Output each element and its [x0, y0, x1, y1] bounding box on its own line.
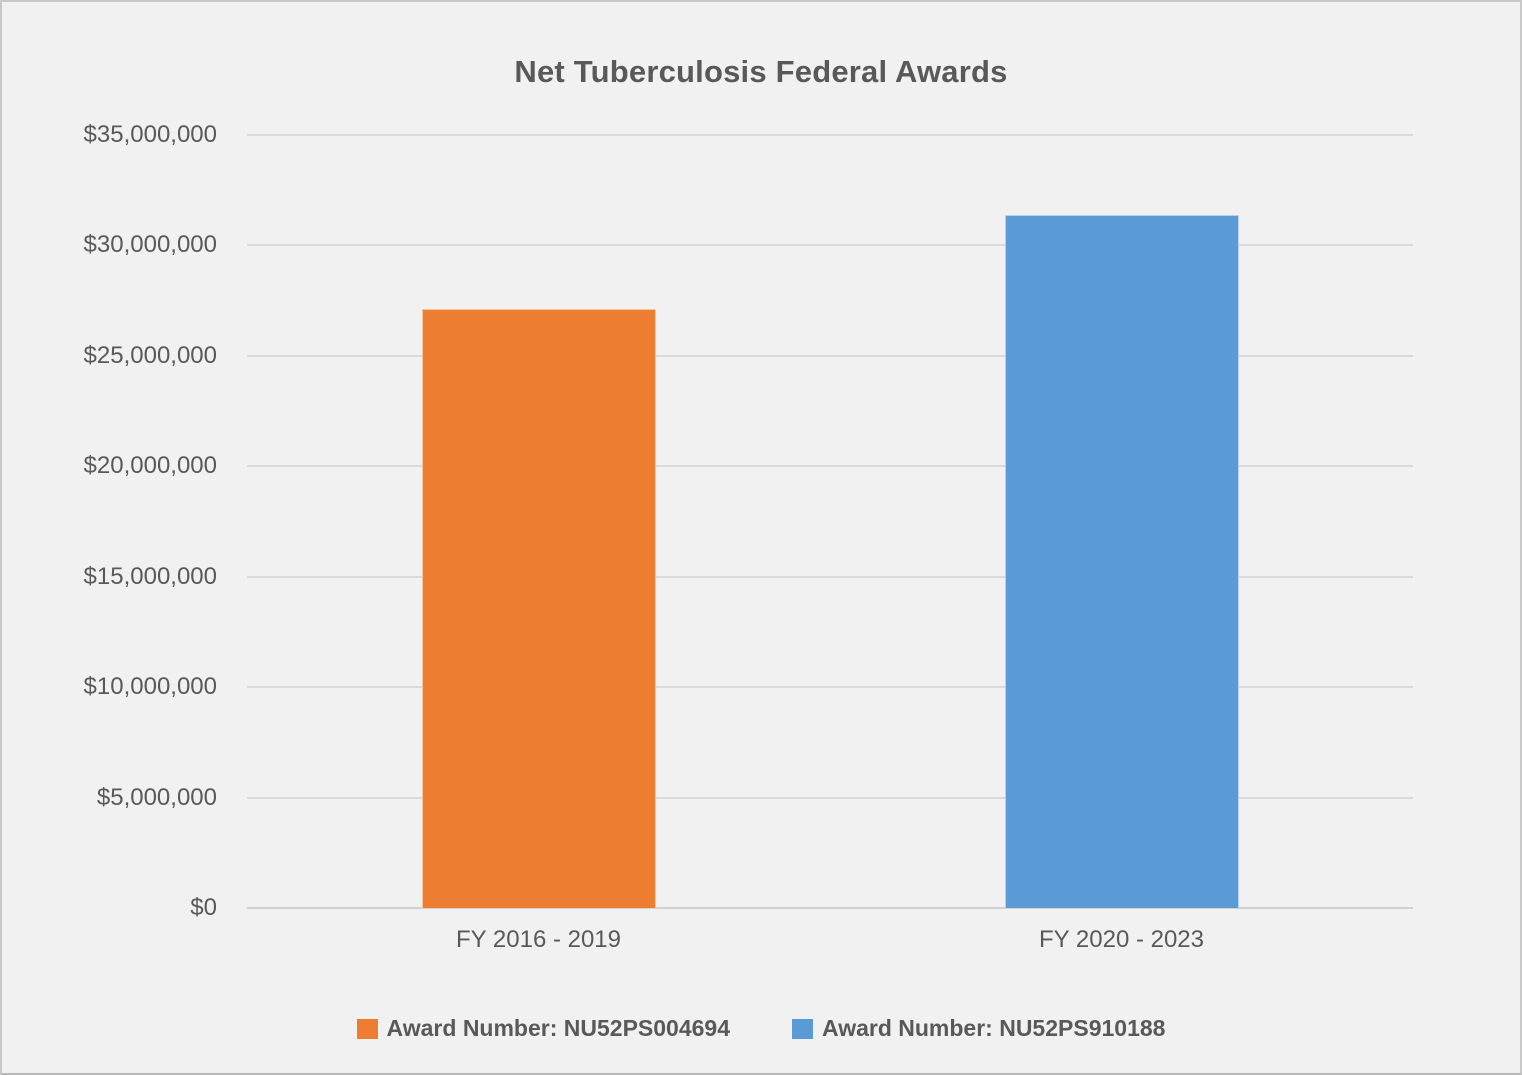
y-tick-label: $0 — [190, 894, 217, 921]
legend-item: Award Number: NU52PS910188 — [792, 1015, 1165, 1042]
legend-label: Award Number: NU52PS004694 — [386, 1015, 730, 1041]
bar-fy-2016-2019 — [421, 309, 656, 908]
y-tick-label: $15,000,000 — [83, 562, 217, 590]
y-tick-label: $35,000,000 — [83, 121, 217, 148]
x-axis-labels: FY 2016 - 2019 FY 2020 - 2023 — [247, 926, 1413, 966]
legend-swatch-icon — [356, 1018, 378, 1039]
chart-title: Net Tuberculosis Federal Awards — [514, 54, 1008, 89]
x-tick-label: FY 2020 - 2023 — [1038, 926, 1205, 953]
plot-area — [247, 134, 1413, 909]
gridline — [247, 134, 1413, 136]
legend-item: Award Number: NU52PS004694 — [356, 1015, 730, 1042]
x-tick-label: FY 2016 - 2019 — [455, 926, 622, 953]
x-axis-line — [247, 907, 1413, 909]
y-tick-label: $25,000,000 — [83, 341, 217, 369]
y-tick-label: $30,000,000 — [83, 231, 217, 259]
gridline — [247, 575, 1413, 578]
y-tick-label: $10,000,000 — [83, 673, 217, 701]
gridline — [247, 244, 1413, 247]
gridline — [247, 796, 1413, 799]
legend: Award Number: NU52PS004694 Award Number: … — [2, 1015, 1520, 1042]
bar-fy-2020-2023 — [1004, 214, 1239, 908]
y-tick-label: $20,000,000 — [83, 452, 217, 480]
legend-swatch-icon — [792, 1018, 813, 1039]
gridline — [247, 465, 1413, 468]
y-tick-label: $5,000,000 — [96, 783, 217, 811]
gridline — [247, 686, 1413, 689]
legend-label: Award Number: NU52PS910188 — [822, 1015, 1166, 1041]
gridline — [247, 354, 1413, 357]
y-axis-labels: $0 $5,000,000 $10,000,000 $15,000,000 $20,00… — [2, 121, 217, 921]
